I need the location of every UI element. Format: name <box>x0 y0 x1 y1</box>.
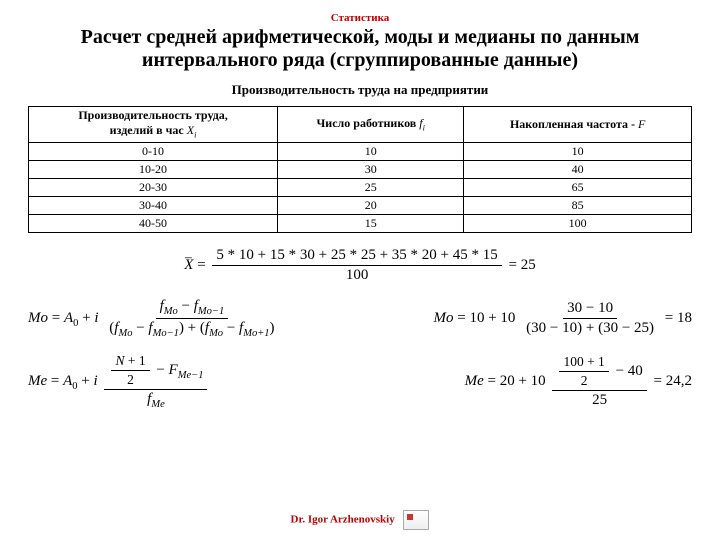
table-row: 20-302565 <box>29 178 692 196</box>
col-header-f: Число работников fi <box>278 107 464 143</box>
table-row: 40-5015100 <box>29 214 692 232</box>
formula-mean: X = 5 * 10 + 15 * 30 + 25 * 25 + 35 * 20… <box>28 247 692 284</box>
table-caption: Производительность труда на предприятии <box>28 82 692 98</box>
table-row: 0-101010 <box>29 142 692 160</box>
formula-median: Me = A0 + i N + 1 2 − FMe−1 fMe Me = 20 … <box>28 353 692 410</box>
page-title: Расчет средней арифметической, моды и ме… <box>28 26 692 72</box>
table-row: 10-203040 <box>29 160 692 178</box>
table-body: 0-101010 10-203040 20-302565 30-402085 4… <box>29 142 692 232</box>
logo-icon <box>403 510 429 530</box>
formula-mode: Mo = A0 + i fMo − fMo−1 (fMo − fMo−1) + … <box>28 298 692 339</box>
author: Dr. Igor Arzhenovskiy <box>291 514 395 526</box>
table-header-row: Производительность труда, изделий в час … <box>29 107 692 143</box>
data-table: Производительность труда, изделий в час … <box>28 106 692 233</box>
supertitle: Статистика <box>28 12 692 24</box>
col-header-x: Производительность труда, изделий в час … <box>29 107 278 143</box>
footer: Dr. Igor Arzhenovskiy <box>0 510 720 530</box>
col-header-F: Накопленная частота - F <box>464 107 692 143</box>
table-row: 30-402085 <box>29 196 692 214</box>
